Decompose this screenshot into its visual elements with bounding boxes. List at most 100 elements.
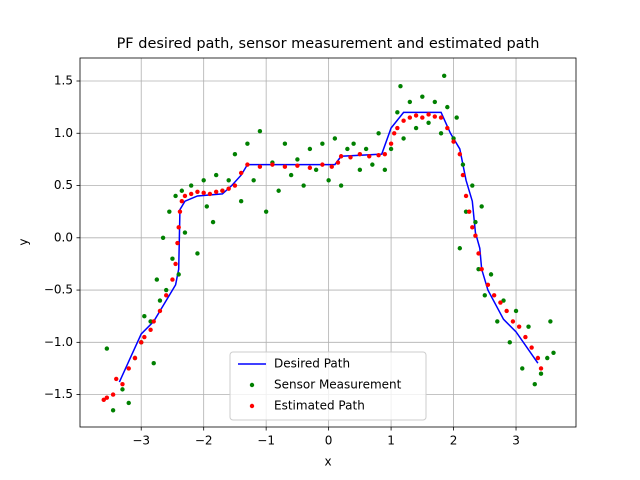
legend-swatch	[249, 382, 255, 388]
point	[357, 151, 363, 157]
x-tick-label: 1	[387, 434, 395, 448]
point	[326, 178, 331, 183]
point	[295, 163, 300, 168]
point	[538, 366, 544, 371]
x-tick-label: 3	[512, 434, 520, 448]
point	[148, 327, 153, 332]
point	[388, 141, 394, 146]
point	[395, 125, 400, 131]
point	[382, 167, 388, 173]
point	[220, 188, 225, 193]
point	[479, 266, 484, 272]
point	[476, 266, 481, 272]
point	[173, 193, 178, 199]
point	[282, 164, 288, 169]
point	[388, 146, 394, 152]
point	[432, 114, 438, 119]
y-tick-label: −1.0	[44, 335, 73, 349]
point	[170, 256, 175, 261]
point	[507, 340, 512, 345]
point	[276, 188, 281, 193]
point	[473, 233, 478, 238]
point	[438, 115, 444, 120]
point	[535, 355, 541, 361]
point	[357, 167, 363, 173]
point	[179, 199, 185, 204]
point	[238, 199, 244, 204]
legend-box	[229, 351, 427, 421]
point	[460, 172, 466, 178]
point	[413, 125, 419, 131]
point	[516, 324, 522, 329]
point	[551, 350, 556, 355]
point	[164, 293, 169, 298]
point	[382, 151, 388, 157]
point	[170, 277, 175, 282]
point	[307, 165, 313, 170]
point	[313, 167, 319, 173]
point	[232, 151, 238, 157]
point	[245, 141, 250, 146]
point	[270, 162, 275, 167]
point	[401, 118, 406, 123]
point	[363, 146, 369, 152]
point	[257, 164, 263, 169]
point	[401, 136, 406, 141]
point	[370, 162, 375, 167]
point	[395, 110, 400, 115]
point	[407, 99, 413, 105]
point	[182, 193, 188, 199]
point	[438, 131, 444, 136]
point	[407, 115, 413, 120]
point	[491, 293, 497, 298]
point	[154, 277, 160, 282]
point	[179, 188, 185, 193]
x-tick-label: −1	[257, 434, 275, 448]
point	[126, 366, 131, 371]
point	[226, 178, 231, 183]
point	[338, 154, 344, 159]
point	[526, 324, 531, 329]
point	[175, 240, 180, 246]
point	[335, 160, 341, 165]
point	[142, 313, 147, 319]
point	[345, 146, 350, 152]
point	[338, 183, 344, 188]
point	[482, 293, 487, 298]
point	[441, 73, 447, 78]
point	[213, 172, 219, 178]
point	[126, 400, 131, 406]
point	[495, 319, 500, 324]
point	[485, 282, 491, 288]
point	[367, 154, 372, 159]
x-tick-label: −3	[132, 434, 150, 448]
point	[420, 94, 425, 99]
legend-label: Sensor Measurement	[274, 378, 402, 392]
point	[139, 340, 144, 345]
point	[476, 251, 481, 256]
point	[457, 151, 463, 157]
point	[301, 183, 306, 188]
point	[210, 219, 216, 225]
y-tick-label: 1.5	[54, 73, 73, 87]
point	[463, 193, 469, 199]
point	[351, 141, 356, 146]
x-tick-label: −2	[195, 434, 213, 448]
x-axis-label: x	[324, 455, 331, 469]
legend-swatch	[249, 403, 255, 409]
point	[232, 183, 238, 188]
point	[201, 190, 206, 196]
point	[398, 84, 403, 89]
point	[282, 141, 288, 146]
point	[529, 345, 534, 350]
point	[498, 300, 503, 305]
point	[164, 287, 169, 293]
point	[504, 308, 509, 314]
point	[479, 204, 484, 209]
point	[173, 261, 178, 267]
point	[451, 139, 456, 144]
point	[176, 272, 181, 277]
plot-frame	[79, 57, 577, 428]
x-tick-label: 0	[325, 434, 333, 448]
point	[445, 104, 450, 110]
